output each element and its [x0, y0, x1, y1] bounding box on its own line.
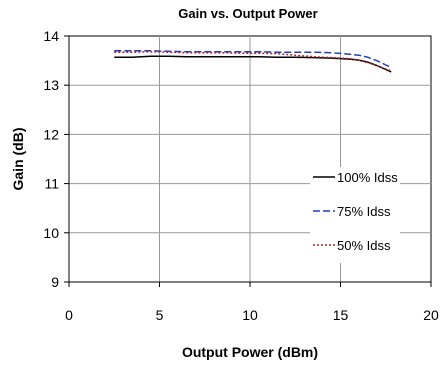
x-tick-label: 5	[156, 307, 164, 323]
chart-title: Gain vs. Output Power	[178, 6, 317, 21]
x-tick-label: 15	[333, 307, 349, 323]
legend-label-100-idss: 100% Idss	[337, 170, 398, 185]
legend-label-75-idss: 75% Idss	[337, 204, 391, 219]
legend-label-50-idss: 50% Idss	[337, 238, 391, 253]
x-axis-label: Output Power (dBm)	[182, 344, 318, 360]
x-tick-label: 20	[423, 307, 439, 323]
series-line-100-idss	[114, 55, 392, 73]
tick-labels: 9 10 11 12 13 14 0 5 10 15 20	[43, 28, 439, 323]
y-tick-label: 14	[43, 28, 59, 44]
y-tick-label: 9	[51, 274, 59, 290]
series-lines	[114, 50, 392, 73]
y-tick-label: 11	[44, 176, 59, 192]
x-tick-label: 0	[65, 307, 73, 323]
y-axis-label: Gain (dB)	[10, 128, 26, 191]
y-tick-label: 10	[43, 225, 59, 241]
series-line-50-idss	[114, 50, 392, 72]
legend: 100% Idss 75% Idss 50% Idss	[310, 167, 400, 263]
y-tick-label: 12	[43, 126, 59, 142]
x-tick-label: 10	[242, 307, 258, 323]
axes	[64, 35, 432, 287]
series-line-75-idss	[114, 50, 392, 69]
y-tick-label: 13	[43, 77, 59, 93]
legend-background	[310, 167, 400, 263]
